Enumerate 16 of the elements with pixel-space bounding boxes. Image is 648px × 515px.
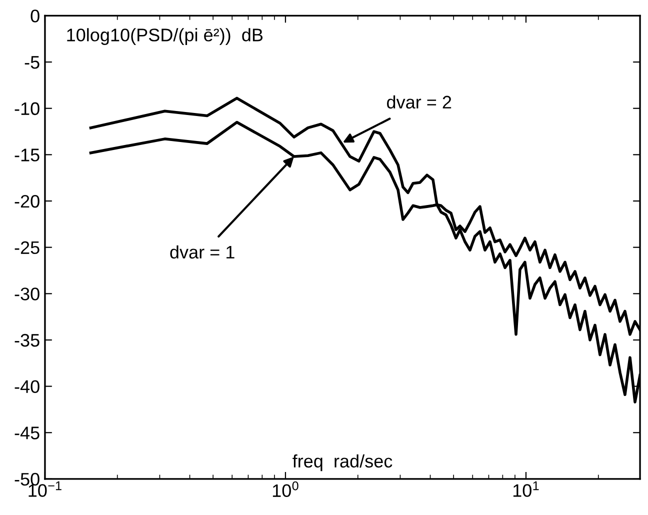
y-tick-label: -20 [14,194,40,208]
y-axis-title: 10log10(PSD/(pi ē²)) dB [67,28,263,45]
y-tick-label: -10 [14,102,40,116]
annotation: dvar = 1 [170,245,234,259]
x-tick-label: 10$^{1}$ [513,481,539,497]
y-tick-label: -40 [14,380,40,394]
y-tick-label: 0 [30,10,40,22]
x-tick-label: 10$^{0}$ [272,481,298,498]
y-tick-label: -45 [14,426,40,440]
y-tick-label: -5 [24,56,40,69]
y-tick-label: -25 [14,241,40,254]
annotation: dvar = 2 [387,95,452,109]
y-tick-label: -15 [14,148,40,162]
y-tick-label: -35 [14,334,40,347]
y-tick-label: -30 [14,288,40,300]
x-axis-title: freq rad/sec [292,454,392,472]
